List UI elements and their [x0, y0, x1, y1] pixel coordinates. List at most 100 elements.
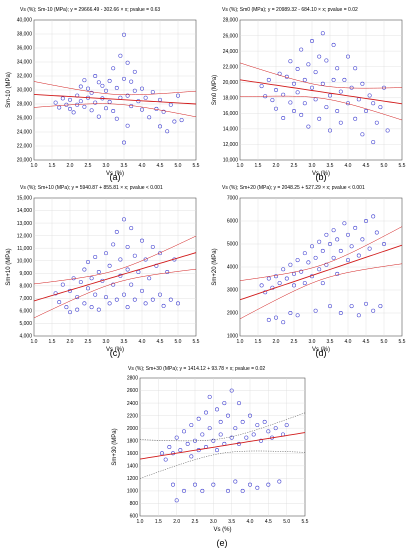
data-point — [176, 93, 180, 98]
data-point — [122, 140, 126, 145]
data-point — [320, 248, 325, 253]
data-point — [299, 112, 304, 117]
confidence-band-upper — [140, 412, 305, 442]
data-point — [284, 423, 289, 428]
y-tick-label: 30,000 — [17, 88, 33, 94]
data-point — [328, 304, 332, 309]
x-tick-label: 5.5 — [193, 163, 200, 169]
data-point — [273, 426, 278, 431]
x-tick-label: 3.0 — [309, 163, 316, 169]
y-tick-label: 20,000 — [223, 80, 239, 86]
data-point — [353, 225, 358, 230]
data-point — [274, 315, 278, 320]
data-point — [71, 276, 76, 281]
data-point — [313, 70, 318, 75]
data-point — [174, 435, 179, 440]
data-point — [132, 69, 137, 74]
data-point — [129, 282, 134, 287]
confidence-band-upper — [34, 81, 196, 96]
data-point — [111, 66, 116, 71]
data-point — [317, 54, 322, 59]
confidence-band-lower — [34, 268, 196, 319]
data-point — [114, 116, 119, 121]
x-tick-label: 1.0 — [137, 519, 144, 525]
data-point — [78, 84, 83, 89]
x-tick-label: 4.0 — [139, 339, 146, 345]
x-tick-label: 1.0 — [237, 163, 244, 169]
data-point — [324, 262, 329, 267]
data-point — [367, 246, 372, 251]
data-point — [371, 308, 376, 313]
y-tick-label: 2000 — [127, 426, 138, 432]
y-tick-label: 10,000 — [17, 258, 33, 264]
data-point — [266, 317, 271, 322]
y-axis-label: Sm+10 (MPa) — [6, 248, 12, 285]
data-layer — [240, 31, 402, 145]
data-point — [281, 92, 286, 97]
chart-panel-2: Vs (%); Sm0 (MPa); y = 20989.32 - 684.10… — [212, 7, 406, 182]
data-point — [331, 42, 336, 47]
x-tick-label: 4.0 — [247, 519, 254, 525]
data-point — [93, 292, 98, 297]
x-tick-label: 3.0 — [210, 519, 217, 525]
data-point — [233, 426, 238, 431]
data-point — [160, 451, 164, 456]
data-point — [111, 282, 116, 287]
plot-area — [33, 197, 197, 337]
data-point — [147, 115, 152, 120]
x-axis-label: Vs (%) — [312, 171, 330, 177]
y-tick-label: 5,000 — [19, 321, 32, 327]
y-tick-label: 1000 — [127, 489, 138, 495]
data-point — [100, 83, 105, 88]
data-point — [335, 109, 340, 113]
data-point — [114, 297, 119, 302]
data-point — [255, 423, 260, 428]
data-point — [349, 244, 354, 249]
x-tick-label: 2.0 — [273, 339, 280, 345]
data-point — [248, 482, 252, 487]
x-tick-label: 5.0 — [175, 163, 182, 169]
data-point — [163, 457, 168, 462]
data-point — [64, 305, 69, 310]
data-point — [167, 445, 172, 449]
data-point — [346, 54, 350, 59]
data-point — [229, 435, 234, 440]
data-point — [335, 237, 340, 242]
data-point — [382, 85, 386, 90]
data-point — [218, 432, 223, 437]
data-point — [292, 81, 296, 86]
x-tick-label: 5.5 — [399, 339, 406, 345]
x-tick-label: 2.0 — [67, 163, 74, 169]
data-layer — [34, 32, 196, 145]
data-point — [324, 58, 329, 63]
data-point — [86, 260, 90, 264]
data-point — [136, 99, 141, 104]
data-point — [211, 438, 216, 443]
data-point — [364, 219, 368, 223]
data-point — [281, 320, 286, 325]
y-axis-label: Sm-10 (MPa) — [6, 72, 12, 108]
y-tick-label: 1000 — [227, 334, 238, 340]
data-point — [270, 285, 275, 290]
data-point — [251, 432, 256, 437]
y-tick-label: 12,000 — [17, 233, 33, 239]
x-tick-label: 2.0 — [273, 163, 280, 169]
data-point — [196, 416, 201, 421]
data-point — [356, 313, 361, 318]
y-axis-label: Sm+30 (MPa) — [112, 428, 118, 465]
x-tick-label: 4.5 — [157, 339, 164, 345]
data-point — [378, 304, 383, 309]
regression-line — [140, 432, 305, 460]
data-point — [292, 283, 296, 288]
data-point — [374, 230, 379, 235]
chart-panel-3: Vs (%); Sm+10 (MPa); y = 5940.87 + 855.8… — [6, 185, 200, 358]
data-point — [89, 276, 94, 281]
data-point — [111, 242, 116, 247]
data-point — [328, 242, 332, 246]
data-point — [360, 81, 365, 86]
y-tick-label: 34,000 — [17, 60, 33, 66]
y-tick-label: 1200 — [127, 476, 138, 482]
data-point — [266, 482, 271, 487]
y-tick-label: 14,000 — [223, 127, 239, 133]
data-point — [132, 88, 137, 93]
